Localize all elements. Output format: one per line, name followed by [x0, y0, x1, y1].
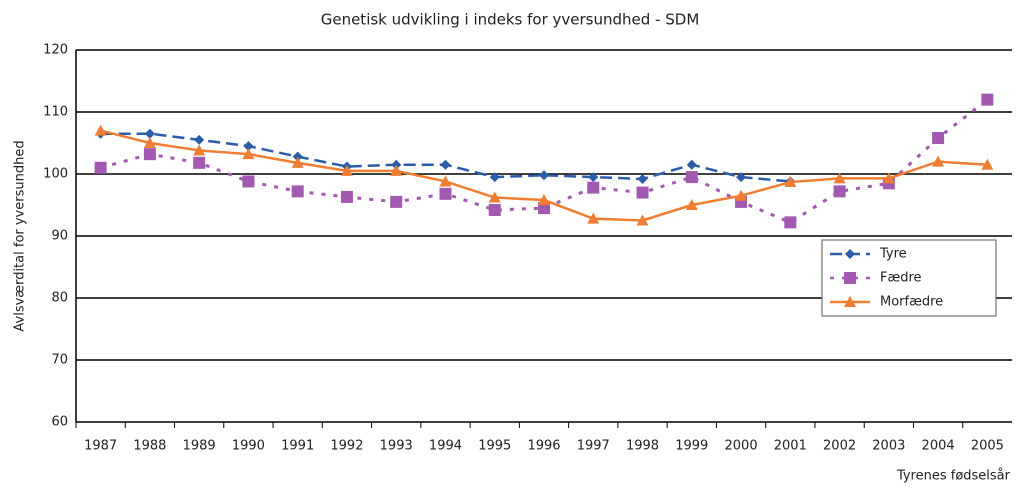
marker [391, 159, 402, 170]
marker [292, 151, 303, 162]
x-tick-label: 1989 [183, 439, 216, 454]
marker [981, 93, 994, 106]
chart-title: Genetisk udvikling i indeks for yversund… [321, 11, 700, 29]
marker [636, 214, 649, 226]
marker [833, 185, 846, 198]
y-tick-label: 70 [51, 353, 68, 368]
marker [735, 189, 748, 201]
x-tick-label: 2002 [823, 439, 856, 454]
marker [340, 164, 353, 176]
x-tick-label: 2003 [872, 439, 905, 454]
marker [784, 216, 797, 229]
marker [636, 186, 649, 199]
marker [193, 156, 206, 169]
x-tick-label: 1998 [626, 439, 659, 454]
marker [242, 175, 255, 188]
marker [685, 199, 698, 210]
marker [340, 190, 353, 203]
marker [932, 132, 945, 145]
marker [637, 173, 648, 184]
marker [439, 175, 452, 187]
x-tick-label: 1995 [478, 439, 511, 454]
x-tick-label: 1991 [281, 439, 314, 454]
marker [844, 272, 856, 284]
x-axis-label: Tyrenes fødselsår [896, 469, 1011, 484]
x-tick-label: 1994 [429, 439, 462, 454]
marker [193, 144, 206, 156]
marker [390, 164, 403, 176]
x-tick-label: 1993 [380, 439, 413, 454]
y-tick-label: 80 [51, 291, 68, 306]
legend-label: Morfædre [880, 295, 943, 310]
marker [489, 172, 500, 183]
marker [932, 155, 945, 167]
x-tick-label: 2001 [774, 439, 807, 454]
marker [844, 296, 856, 307]
marker [538, 202, 550, 215]
x-tick-label: 1987 [84, 439, 117, 454]
marker [882, 172, 895, 184]
x-tick-label: 1988 [133, 439, 166, 454]
x-tick-label: 1999 [675, 439, 708, 454]
marker [144, 128, 155, 139]
marker [538, 194, 550, 206]
marker [390, 195, 403, 208]
marker [488, 203, 501, 216]
legend-label: Tyre [879, 247, 907, 262]
marker [94, 161, 107, 174]
y-tick-label: 60 [51, 415, 68, 430]
marker [685, 171, 698, 184]
marker [242, 148, 255, 160]
y-tick-label: 100 [43, 167, 68, 182]
legend-label: Fædre [880, 271, 922, 286]
marker [194, 134, 205, 145]
x-tick-label: 1997 [577, 439, 610, 454]
marker [94, 124, 107, 136]
marker [686, 159, 697, 170]
y-axis-label: Avlsværdital for yversundhed [13, 140, 28, 331]
x-tick-label: 2004 [922, 439, 955, 454]
marker [736, 172, 747, 183]
x-tick-label: 1990 [232, 439, 265, 454]
marker [981, 158, 994, 170]
marker [440, 159, 451, 170]
x-tick-label: 1996 [527, 439, 560, 454]
x-tick-label: 2005 [971, 439, 1004, 454]
marker [291, 156, 304, 168]
x-tick-label: 2000 [725, 439, 758, 454]
marker [143, 137, 156, 148]
marker [588, 172, 599, 183]
y-tick-label: 120 [43, 43, 68, 58]
y-tick-label: 90 [51, 229, 68, 244]
marker [291, 185, 304, 198]
marker [439, 187, 452, 200]
marker [587, 181, 600, 194]
marker [539, 170, 549, 181]
marker [143, 148, 156, 161]
marker [845, 249, 855, 259]
marker [784, 176, 797, 188]
x-tick-label: 1992 [330, 439, 363, 454]
marker [587, 212, 600, 224]
marker [243, 141, 254, 152]
marker [488, 191, 501, 203]
marker [833, 172, 846, 184]
y-tick-label: 110 [43, 105, 68, 120]
